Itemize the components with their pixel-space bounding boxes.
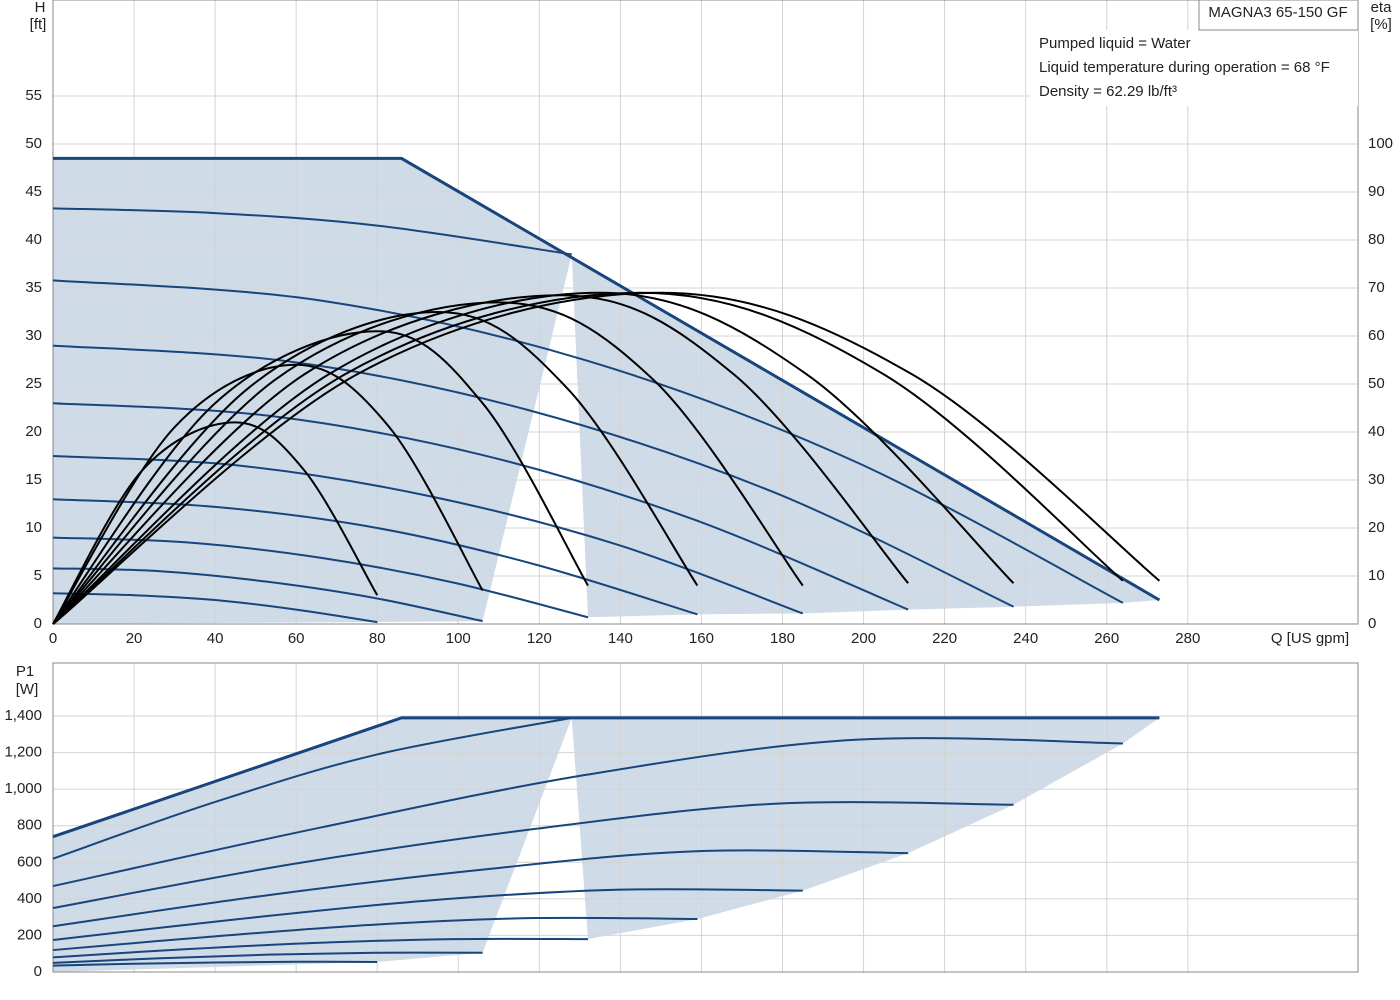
x-tick-label: 220 bbox=[932, 630, 957, 647]
y-tick-label: 800 bbox=[17, 817, 42, 834]
efficiency-curve bbox=[52, 301, 804, 625]
y-axis-label: H bbox=[35, 0, 46, 16]
x-tick-label: 60 bbox=[288, 630, 305, 647]
y-tick-label: 25 bbox=[25, 375, 42, 392]
y-tick-label: 15 bbox=[25, 471, 42, 488]
performance-curve bbox=[52, 716, 572, 860]
y2-tick-label: 80 bbox=[1368, 231, 1385, 248]
performance-curve bbox=[52, 737, 1123, 888]
plot-frame bbox=[52, 662, 1359, 973]
performance-curve bbox=[52, 207, 572, 256]
y2-tick-label: 100 bbox=[1368, 135, 1393, 152]
plot-frame bbox=[52, 0, 1359, 625]
performance-curve bbox=[52, 888, 803, 941]
y-tick-label: 0 bbox=[34, 615, 42, 632]
y2-axis-label: eta bbox=[1371, 0, 1393, 16]
performance-curve bbox=[52, 402, 909, 611]
y-tick-label: 1,400 bbox=[4, 707, 42, 724]
performance-curve bbox=[52, 344, 1014, 608]
x-tick-label: 80 bbox=[369, 630, 386, 647]
performance-curve bbox=[52, 937, 588, 959]
x-tick-label: 0 bbox=[49, 630, 57, 647]
efficiency-curve bbox=[52, 294, 909, 625]
y-tick-label: 45 bbox=[25, 183, 42, 200]
y-tick-label: 30 bbox=[25, 327, 42, 344]
operating-area bbox=[53, 717, 1160, 972]
y-tick-label: 20 bbox=[25, 423, 42, 440]
y2-tick-label: 30 bbox=[1368, 471, 1385, 488]
performance-curve bbox=[52, 916, 698, 952]
y2-tick-label: 20 bbox=[1368, 519, 1385, 536]
annotation: Liquid temperature during operation = 68… bbox=[1039, 59, 1330, 76]
x-tick-label: 20 bbox=[126, 630, 143, 647]
performance-curve bbox=[52, 716, 1160, 839]
x-tick-label: 120 bbox=[527, 630, 552, 647]
y-tick-label: 200 bbox=[17, 926, 42, 943]
y-tick-label: 400 bbox=[17, 890, 42, 907]
y-axis-unit: [W] bbox=[16, 681, 39, 698]
performance-curve bbox=[52, 801, 1014, 909]
efficiency-curve bbox=[52, 363, 484, 625]
efficiency-curve bbox=[52, 291, 1124, 625]
y-tick-label: 5 bbox=[34, 567, 42, 584]
performance-curve bbox=[52, 849, 909, 928]
efficiency-curve bbox=[52, 310, 699, 625]
x-tick-label: 260 bbox=[1094, 630, 1119, 647]
title-box bbox=[1198, 0, 1359, 31]
y-tick-label: 600 bbox=[17, 853, 42, 870]
x-tick-label: 160 bbox=[689, 630, 714, 647]
y-tick-label: 50 bbox=[25, 135, 42, 152]
y2-axis-unit: [%] bbox=[1370, 16, 1392, 33]
annotation: Pumped liquid = Water bbox=[1039, 35, 1191, 52]
y-tick-label: 35 bbox=[25, 279, 42, 296]
efficiency-curve bbox=[52, 421, 379, 625]
performance-curve bbox=[52, 279, 1124, 604]
efficiency-curve bbox=[52, 330, 589, 625]
y2-tick-label: 70 bbox=[1368, 279, 1385, 296]
y-tick-label: 40 bbox=[25, 231, 42, 248]
y2-tick-label: 50 bbox=[1368, 375, 1385, 392]
y-tick-label: 0 bbox=[34, 963, 42, 980]
performance-curve bbox=[52, 592, 378, 624]
efficiency-curve bbox=[52, 291, 1015, 625]
chart-title: MAGNA3 65-150 GF bbox=[1208, 4, 1347, 21]
x-tick-label: 100 bbox=[446, 630, 471, 647]
performance-curve bbox=[52, 951, 483, 964]
info-box bbox=[1030, 30, 1358, 106]
y-axis-label: P1 bbox=[16, 663, 34, 680]
operating-area bbox=[53, 158, 1160, 624]
y2-tick-label: 60 bbox=[1368, 327, 1385, 344]
y2-tick-label: 0 bbox=[1368, 615, 1376, 632]
y-tick-label: 10 bbox=[25, 519, 42, 536]
y2-tick-label: 10 bbox=[1368, 567, 1385, 584]
y2-tick-label: 40 bbox=[1368, 423, 1385, 440]
x-axis-label: Q [US gpm] bbox=[1271, 630, 1349, 647]
x-tick-label: 140 bbox=[608, 630, 633, 647]
x-tick-label: 40 bbox=[207, 630, 224, 647]
y-tick-label: 1,200 bbox=[4, 744, 42, 761]
y-tick-label: 55 bbox=[25, 87, 42, 104]
y2-tick-label: 90 bbox=[1368, 183, 1385, 200]
performance-curve bbox=[53, 156, 1161, 602]
x-tick-label: 240 bbox=[1013, 630, 1038, 647]
x-tick-label: 280 bbox=[1175, 630, 1200, 647]
x-tick-label: 200 bbox=[851, 630, 876, 647]
y-axis-unit: [ft] bbox=[30, 16, 47, 33]
performance-curve bbox=[52, 960, 378, 967]
x-tick-label: 180 bbox=[770, 630, 795, 647]
annotation: Density = 62.29 lb/ft³ bbox=[1039, 83, 1177, 100]
performance-curve bbox=[52, 567, 483, 623]
y-tick-label: 1,000 bbox=[4, 780, 42, 797]
